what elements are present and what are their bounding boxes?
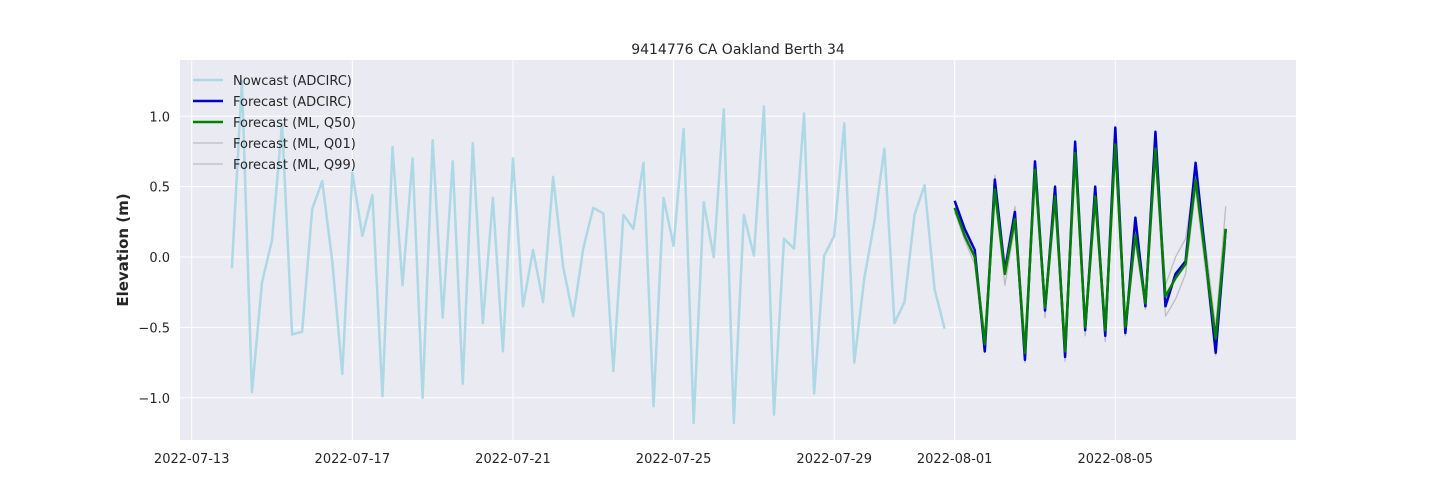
x-tick-label: 2022-07-13 xyxy=(154,452,230,467)
x-tick-label: 2022-07-17 xyxy=(315,452,391,467)
legend-label: Forecast (ML, Q01) xyxy=(233,137,356,152)
x-tick-label: 2022-08-05 xyxy=(1078,452,1154,467)
y-axis-label: Elevation (m) xyxy=(114,193,132,306)
y-tick-label: 0.5 xyxy=(149,181,170,196)
y-tick-label: 0.0 xyxy=(149,251,170,266)
legend: Nowcast (ADCIRC) Forecast (ADCIRC) Forecas… xyxy=(193,74,356,173)
forecast-ml-q50-line xyxy=(953,143,1227,354)
y-axis: −1.0 −0.5 0.0 0.5 1.0 xyxy=(138,110,170,406)
x-tick-label: 2022-07-29 xyxy=(796,452,872,467)
legend-label: Nowcast (ADCIRC) xyxy=(233,74,352,89)
y-tick-label: −1.0 xyxy=(138,392,170,407)
y-tick-label: 1.0 xyxy=(149,110,170,125)
legend-label: Forecast (ML, Q99) xyxy=(233,158,356,173)
chart-title: 9414776 CA Oakland Berth 34 xyxy=(631,42,845,58)
x-axis: 2022-07-13 2022-07-17 2022-07-21 2022-07-25… xyxy=(154,452,1153,467)
legend-label: Forecast (ADCIRC) xyxy=(233,95,352,110)
legend-label: Forecast (ML, Q50) xyxy=(233,116,356,131)
x-tick-label: 2022-07-21 xyxy=(475,452,551,467)
series-layer xyxy=(230,79,1227,425)
y-tick-label: −0.5 xyxy=(138,321,170,336)
x-tick-label: 2022-07-25 xyxy=(636,452,712,467)
x-tick-label: 2022-08-01 xyxy=(917,452,993,467)
nowcast-line xyxy=(230,79,946,425)
